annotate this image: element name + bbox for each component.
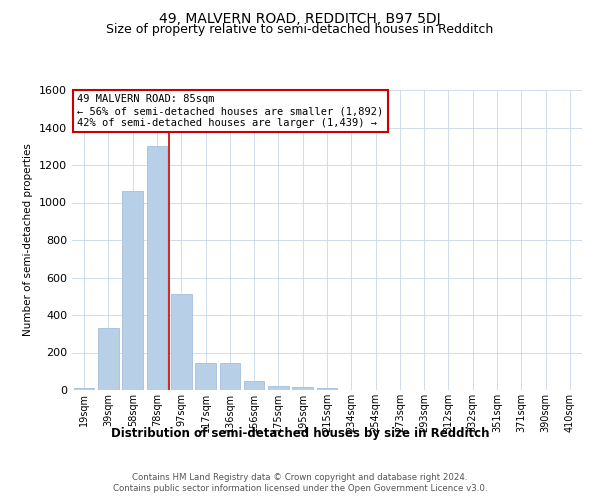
Y-axis label: Number of semi-detached properties: Number of semi-detached properties bbox=[23, 144, 34, 336]
Bar bbox=[98, 328, 119, 390]
Bar bbox=[292, 387, 313, 390]
Bar bbox=[74, 388, 94, 390]
Text: 49, MALVERN ROAD, REDDITCH, B97 5DJ: 49, MALVERN ROAD, REDDITCH, B97 5DJ bbox=[159, 12, 441, 26]
Bar bbox=[244, 380, 265, 390]
Bar bbox=[122, 191, 143, 390]
Bar bbox=[317, 388, 337, 390]
Bar bbox=[146, 146, 167, 390]
Bar bbox=[220, 363, 240, 390]
Bar bbox=[268, 386, 289, 390]
Text: Contains HM Land Registry data © Crown copyright and database right 2024.: Contains HM Land Registry data © Crown c… bbox=[132, 472, 468, 482]
Bar bbox=[171, 294, 191, 390]
Bar bbox=[195, 363, 216, 390]
Text: Size of property relative to semi-detached houses in Redditch: Size of property relative to semi-detach… bbox=[106, 24, 494, 36]
Text: 49 MALVERN ROAD: 85sqm
← 56% of semi-detached houses are smaller (1,892)
42% of : 49 MALVERN ROAD: 85sqm ← 56% of semi-det… bbox=[77, 94, 383, 128]
Text: Distribution of semi-detached houses by size in Redditch: Distribution of semi-detached houses by … bbox=[111, 428, 489, 440]
Text: Contains public sector information licensed under the Open Government Licence v3: Contains public sector information licen… bbox=[113, 484, 487, 493]
